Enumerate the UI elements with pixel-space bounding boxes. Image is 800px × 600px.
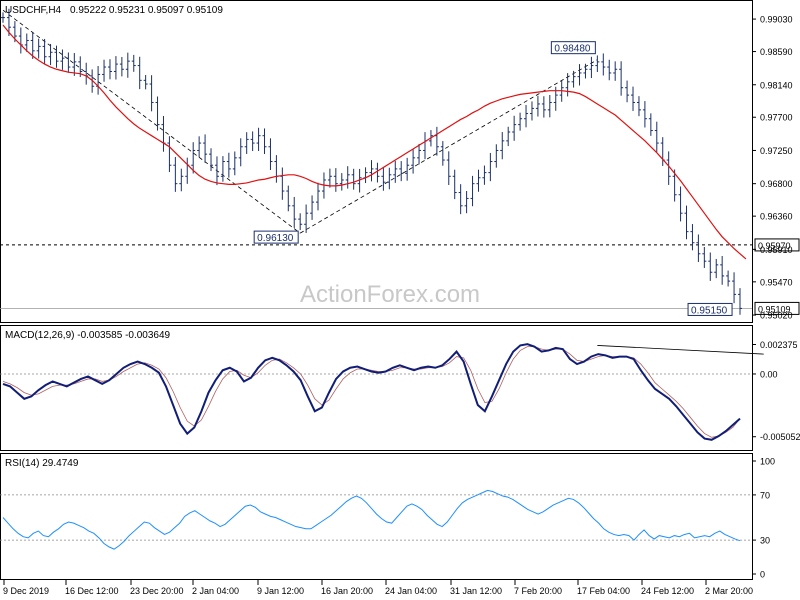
annotation-label: 0.98480 (554, 44, 591, 55)
price-tick-label: 0.98590 (760, 47, 793, 57)
watermark: ActionForex.com (300, 281, 480, 308)
x-tick-label: 23 Dec 20:00 (130, 586, 184, 596)
rsi-tick-label: 100 (760, 457, 775, 467)
x-tick-label: 2 Jan 04:00 (192, 586, 239, 596)
annotation-box (687, 302, 733, 316)
x-tick-label: 9 Jan 12:00 (257, 586, 304, 596)
macd-tick-label: 0.002375 (760, 340, 798, 350)
macd-tick-label: 0.00 (760, 369, 778, 379)
x-tick-label: 31 Jan 12:00 (450, 586, 502, 596)
price-title: USDCHF,H4 (5, 5, 62, 16)
last-price-box (754, 301, 800, 315)
x-tick-label: 24 Feb 12:00 (641, 586, 694, 596)
price-ohlc-readout: 0.95222 0.95231 0.95097 0.95109 (70, 5, 223, 16)
rsi-panel (0, 453, 753, 580)
x-tick-label: 9 Dec 2019 (3, 586, 49, 596)
moving-average (2, 24, 747, 260)
dashed-trendline (2, 9, 301, 234)
price-tick-label: 0.99030 (760, 15, 793, 25)
price-tick-label: 0.95470 (760, 277, 793, 287)
price-tick-label: 0.96800 (760, 179, 793, 189)
price-tick-label: 0.95020 (760, 311, 793, 321)
rsi-tick-label: 70 (760, 490, 770, 500)
x-tick-label: 17 Feb 04:00 (577, 586, 630, 596)
x-tick-label: 16 Jan 20:00 (321, 586, 373, 596)
macd-tick-label: -0.005052 (760, 432, 800, 442)
last-price-label: 0.95109 (758, 304, 791, 314)
x-tick-label: 16 Dec 12:00 (65, 586, 119, 596)
x-tick-label: 7 Feb 20:00 (514, 586, 562, 596)
rsi-series-line (2, 489, 741, 550)
rsi-title: RSI(14) 29.4749 (5, 458, 79, 469)
annotation-box (550, 41, 596, 55)
macd-main-line (2, 343, 741, 441)
support-label: 0.95970 (758, 241, 791, 251)
price-panel (0, 0, 753, 323)
annotation-label: 0.96130 (257, 233, 294, 244)
macd-title: MACD(12,26,9) -0.003585 -0.003649 (5, 330, 171, 341)
price-annotations: 0.96130 0.98480 0.95150 (253, 41, 733, 316)
rsi-y-axis: 100 70 30 0 (752, 457, 775, 580)
price-tick-label: 0.98140 (760, 80, 793, 90)
price-tick-label: 0.96360 (760, 212, 793, 222)
x-tick-label: 2 Mar 20:00 (705, 586, 753, 596)
price-bars (1, 8, 742, 315)
macd-y-axis: 0.002375 0.00 -0.005052 (752, 340, 800, 442)
annotation-box (253, 230, 299, 244)
macd-panel (0, 325, 753, 451)
moving-average-line (2, 24, 747, 260)
dashed-trendline (299, 59, 598, 234)
annotation-label: 0.95150 (691, 305, 728, 316)
support-line: 0.95970 0.95109 (0, 238, 800, 315)
price-tick-label: 0.97250 (760, 146, 793, 156)
macd-lines (2, 343, 764, 441)
x-axis: 9 Dec 2019 16 Dec 12:00 23 Dec 20:00 2 Jan … (3, 580, 753, 596)
price-y-axis: 0.99030 0.98590 0.98140 0.97700 0.97250 0.968… (752, 15, 793, 321)
x-tick-label: 24 Jan 04:00 (385, 586, 437, 596)
rsi-tick-label: 0 (760, 570, 765, 580)
rsi-line (2, 489, 741, 550)
support-label-box (754, 238, 800, 252)
price-tick-label: 0.95910 (760, 245, 793, 255)
price-trendlines (2, 9, 598, 234)
price-tick-label: 0.97700 (760, 113, 793, 123)
macd-trendline (597, 345, 764, 355)
rsi-tick-label: 30 (760, 536, 770, 546)
